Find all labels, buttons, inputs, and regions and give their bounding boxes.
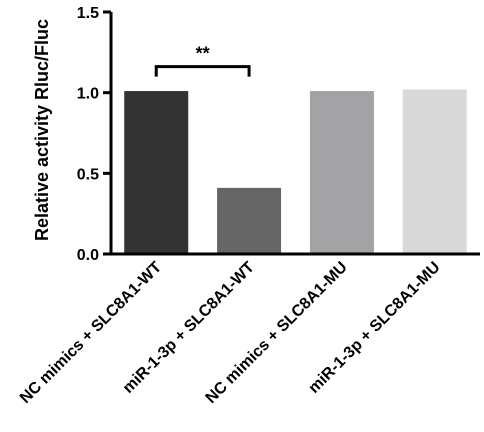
bar [402,89,467,254]
y-axis: 0.0 0.5 1.0 1.5 [77,5,113,264]
bar [309,91,374,254]
y-axis-title: Relative activity Rluc/Fluc [32,19,52,241]
bar [124,91,189,254]
significance-bracket [154,65,251,77]
y-tick-label: 0.0 [77,247,99,264]
annotations: ** [154,44,251,77]
y-tick-label: 0.5 [77,166,99,183]
y-tick-label: 1.5 [77,5,99,22]
bar [217,187,282,254]
significance-label: ** [196,44,210,64]
y-tick-label: 1.0 [77,86,99,103]
bars [124,89,467,254]
